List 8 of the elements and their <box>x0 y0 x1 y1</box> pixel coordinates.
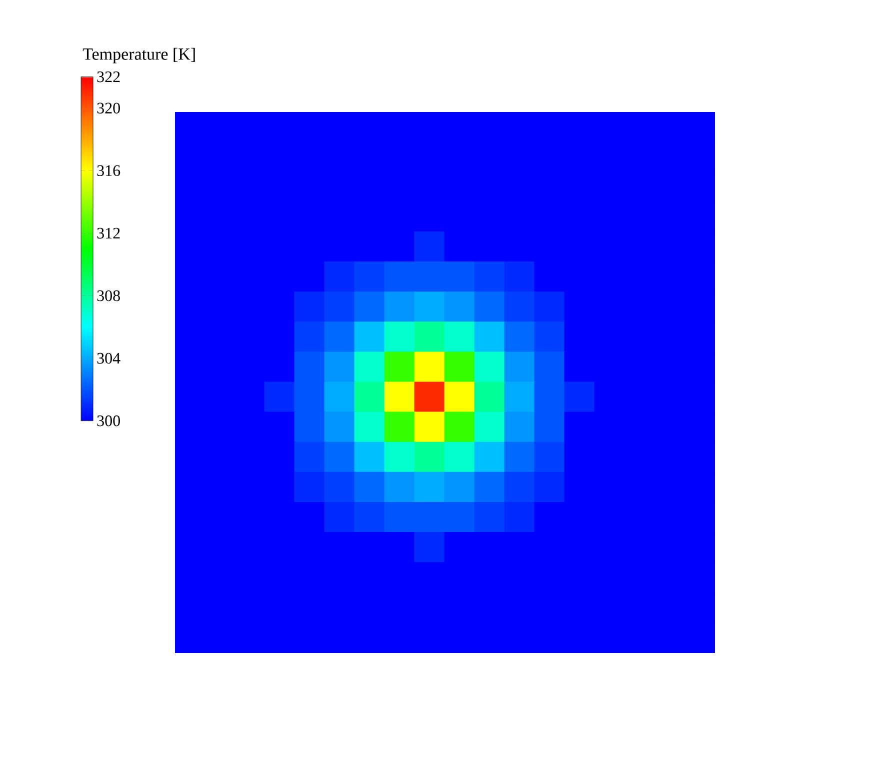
color-bar-label: 312 <box>97 228 120 239</box>
color-bar-label: 304 <box>97 352 120 364</box>
color-bar-label: 300 <box>97 415 120 426</box>
color-bar-label: 308 <box>97 290 120 302</box>
color-bar-label: 322 <box>97 71 120 82</box>
color-bar-label: 320 <box>97 102 120 114</box>
color-bar-label: 316 <box>97 165 120 176</box>
color-bar-title: Temperature [K] <box>82 48 195 64</box>
